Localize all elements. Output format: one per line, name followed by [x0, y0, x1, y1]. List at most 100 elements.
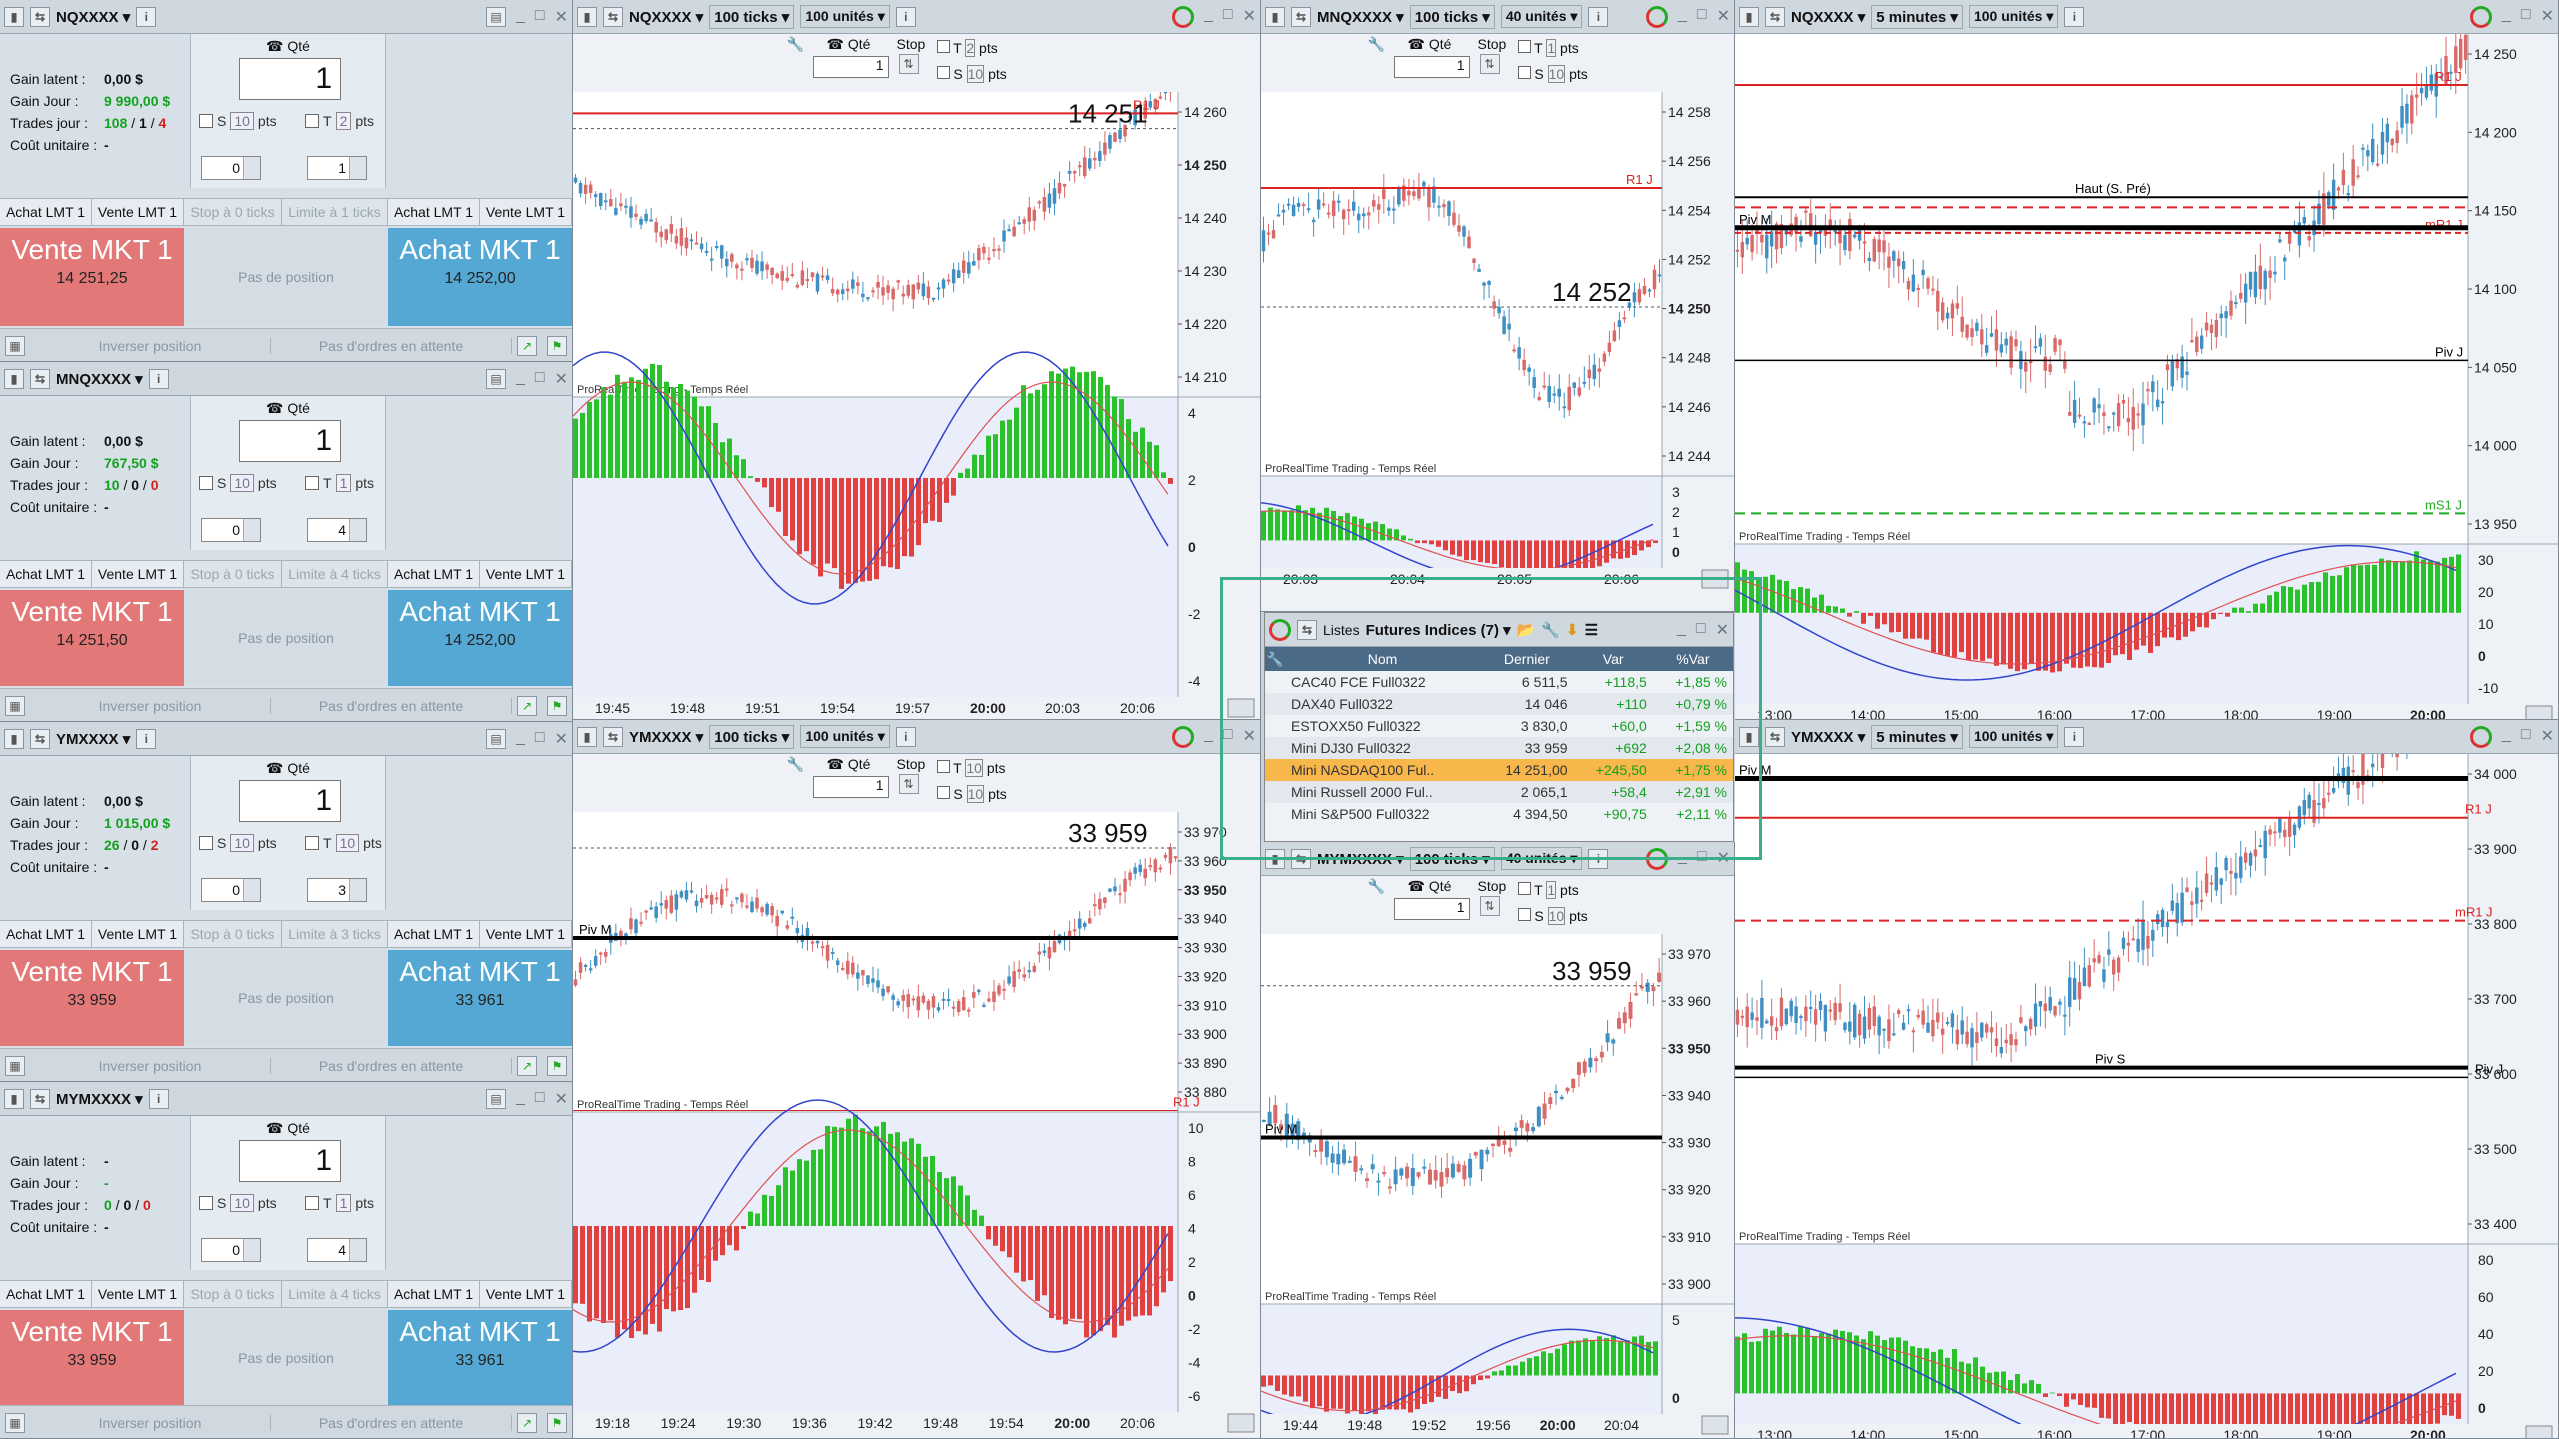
period-select[interactable]: 100 ticks ▾	[709, 4, 795, 29]
scroll-end-icon[interactable]	[1701, 569, 1729, 589]
units-select[interactable]: 40 unités ▾	[1500, 847, 1583, 870]
info-icon[interactable]: i	[895, 726, 916, 747]
list-row[interactable]: Mini NASDAQ100 Ful.. 14 251,00 +245,50 +1,7…	[1265, 759, 1733, 781]
link-icon[interactable]: ⇆	[30, 728, 50, 749]
vente-mkt-button[interactable]: Vente MKT 1 33 959	[0, 950, 184, 1046]
flag-icon[interactable]: ⚑	[542, 1412, 572, 1433]
symbol-select[interactable]: YMXXXX ▾	[629, 728, 704, 746]
period-select[interactable]: 5 minutes ▾	[1871, 4, 1963, 29]
achat-lmt-button[interactable]: Achat LMT 1	[0, 198, 92, 226]
close-icon[interactable]: ✕	[554, 8, 568, 26]
scroll-end-icon[interactable]	[2525, 705, 2553, 719]
period-select[interactable]: 100 ticks ▾	[1409, 4, 1495, 29]
symbol-select[interactable]: MNQXXXX ▾	[1317, 8, 1404, 26]
units-select[interactable]: 100 unités ▾	[800, 5, 890, 28]
list-row[interactable]: Mini DJ30 Full0322 33 959 +692 +2,08 %	[1265, 737, 1733, 759]
minimize-icon[interactable]: _	[516, 6, 525, 24]
vente-mkt-button[interactable]: Vente MKT 1 14 251,25	[0, 228, 184, 326]
info-icon[interactable]: i	[1588, 848, 1609, 869]
link-icon[interactable]: ⇆	[1297, 619, 1317, 640]
sync-icon[interactable]	[1172, 5, 1195, 28]
inverser-button[interactable]: Inverser position	[30, 697, 271, 714]
sync-icon[interactable]	[2470, 5, 2493, 28]
folder-icon[interactable]: 📂	[1516, 621, 1536, 639]
symbol-select[interactable]: MYMXXXX ▾	[1317, 850, 1404, 868]
target-checkbox[interactable]: T 2 pts	[936, 39, 998, 57]
chart-link-icon[interactable]: ▮	[4, 368, 24, 389]
maximize-icon[interactable]: □	[534, 728, 545, 746]
info-icon[interactable]: i	[136, 728, 157, 749]
link-icon[interactable]: ⇆	[603, 726, 623, 747]
limit-ticks-stepper[interactable]: 4	[307, 1238, 367, 1262]
sync-icon[interactable]	[1646, 847, 1669, 870]
stop-ticks-stepper[interactable]: 0	[201, 878, 261, 902]
maximize-icon[interactable]: □	[1222, 725, 1233, 743]
symbol-select[interactable]: NQXXXX ▾	[629, 8, 704, 26]
minimize-icon[interactable]: _	[1678, 847, 1687, 865]
stop-checkbox[interactable]: S 10 pts	[199, 474, 277, 492]
pin-icon[interactable]: ▤	[486, 6, 507, 27]
stop-icon[interactable]: ⇅	[898, 54, 919, 74]
link-icon[interactable]: ⇆	[1765, 6, 1785, 27]
maximize-icon[interactable]: □	[1222, 5, 1233, 23]
achat-lmt-button[interactable]: Achat LMT 1	[0, 560, 92, 588]
symbol-select[interactable]: NQXXXX ▾	[1791, 8, 1866, 26]
chart-qty-input[interactable]: 1	[1393, 898, 1470, 920]
info-icon[interactable]: i	[136, 6, 157, 27]
close-icon[interactable]: ✕	[2540, 727, 2554, 745]
target-checkbox[interactable]: T 2 pts	[305, 112, 374, 130]
maximize-icon[interactable]: □	[1696, 847, 1707, 865]
minimize-icon[interactable]: _	[2502, 5, 2511, 23]
flag-icon[interactable]: ⚑	[542, 695, 572, 716]
inverser-button[interactable]: Inverser position	[30, 1414, 271, 1431]
inverser-button[interactable]: Inverser position	[30, 1057, 271, 1074]
link-icon[interactable]: ⇆	[30, 368, 50, 389]
symbol-select[interactable]: YMXXXX ▾	[1791, 728, 1866, 746]
chart-qty-input[interactable]: 1	[812, 56, 889, 78]
stop-ticks-stepper[interactable]: 0	[201, 156, 261, 180]
achat-mkt-button[interactable]: Achat MKT 1 33 961	[388, 1310, 572, 1406]
chart-link-icon[interactable]: ▮	[577, 6, 597, 27]
chart-icon[interactable]: ↗	[512, 695, 542, 716]
column-header[interactable]: Nom	[1285, 647, 1481, 671]
stop-ticks-button[interactable]: Stop à 0 ticks	[184, 1280, 282, 1308]
link-icon[interactable]: ⇆	[30, 1088, 50, 1109]
chart-link-icon[interactable]: ▮	[4, 728, 24, 749]
grid-icon[interactable]: ▦	[0, 335, 30, 356]
chart-qty-input[interactable]: 1	[1393, 56, 1470, 78]
close-icon[interactable]: ✕	[1715, 621, 1729, 639]
quantity-input[interactable]: 1	[239, 1140, 341, 1182]
scroll-end-icon[interactable]	[1701, 1415, 1729, 1435]
wrench-icon[interactable]: 🔧	[1367, 878, 1385, 894]
scroll-end-icon[interactable]	[1227, 1413, 1255, 1433]
vente-mkt-button[interactable]: Vente MKT 1 33 959	[0, 1310, 184, 1406]
achat-lmt-button-2[interactable]: Achat LMT 1	[388, 1280, 480, 1308]
flag-icon[interactable]: ⚑	[542, 335, 572, 356]
close-icon[interactable]: ✕	[1242, 727, 1256, 745]
close-icon[interactable]: ✕	[1242, 7, 1256, 25]
stop-ticks-button[interactable]: Stop à 0 ticks	[184, 560, 282, 588]
chart-link-icon[interactable]: ▮	[1739, 6, 1759, 27]
stop-icon[interactable]: ⇅	[898, 774, 919, 794]
limit-ticks-button[interactable]: Limite à 1 ticks	[282, 198, 388, 226]
maximize-icon[interactable]: □	[534, 6, 545, 24]
chart-link-icon[interactable]: ▮	[1265, 6, 1285, 27]
wrench-icon[interactable]: 🔧	[786, 36, 804, 52]
vente-lmt-button[interactable]: Vente LMT 1	[92, 920, 184, 948]
target-checkbox[interactable]: T 1 pts	[305, 474, 374, 492]
grid-icon[interactable]: ▦	[0, 1055, 30, 1076]
menu-icon[interactable]: ☰	[1584, 621, 1599, 639]
symbol-select[interactable]: YMXXXX ▾	[56, 730, 131, 748]
stop-icon[interactable]: ⇅	[1479, 54, 1500, 74]
stop-checkbox[interactable]: S 10 pts	[1517, 65, 1588, 83]
minimize-icon[interactable]: _	[516, 728, 525, 746]
list-select[interactable]: Futures Indices (7) ▾	[1365, 621, 1511, 639]
vente-lmt-button[interactable]: Vente LMT 1	[92, 560, 184, 588]
vente-lmt-button-2[interactable]: Vente LMT 1	[480, 920, 572, 948]
chart-link-icon[interactable]: ▮	[577, 726, 597, 747]
chart-icon[interactable]: ↗	[512, 1412, 542, 1433]
minimize-icon[interactable]: _	[1678, 5, 1687, 23]
grid-icon[interactable]: ▦	[0, 1412, 30, 1433]
